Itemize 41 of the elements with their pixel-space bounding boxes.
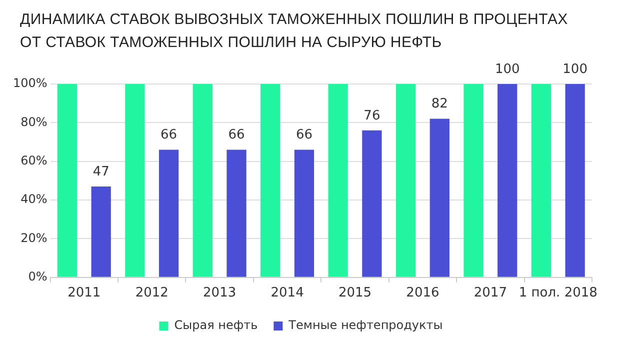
x-tick-label: 2011 bbox=[68, 286, 101, 301]
data-label: 47 bbox=[92, 164, 110, 180]
bar bbox=[430, 118, 450, 277]
x-tick-label: 2015 bbox=[338, 286, 372, 301]
bar bbox=[192, 84, 212, 277]
y-tick-label: 40% bbox=[20, 192, 48, 206]
y-tick-label: 80% bbox=[20, 114, 48, 129]
bar bbox=[328, 84, 348, 277]
bar bbox=[57, 84, 78, 277]
bar bbox=[464, 84, 484, 277]
bar bbox=[294, 150, 314, 277]
data-label: 100 bbox=[562, 62, 588, 77]
bar bbox=[396, 84, 416, 277]
x-tick-label: 1 пол. 2018 bbox=[518, 286, 598, 301]
bar bbox=[260, 84, 280, 277]
bar bbox=[531, 84, 552, 277]
chart-title: ДИНАМИКА СТАВОК ВЫВОЗНЫХ ТАМОЖЕННЫХ ПОШЛИН В ПРОЦЕНТАХ ОТ СТАВОК ТАМОЖЕННЫХ ПОШЛИН НА СЫРУЮ НЕФТЬ bbox=[20, 10, 569, 53]
bar bbox=[125, 84, 145, 277]
bar bbox=[362, 130, 382, 277]
bar bbox=[565, 84, 585, 277]
y-tick-label: 20% bbox=[20, 230, 48, 245]
x-tick-label: 2012 bbox=[135, 286, 168, 301]
x-tick-label: 2017 bbox=[474, 286, 507, 301]
y-tick-label: 0% bbox=[28, 270, 48, 284]
x-tick-label: 2013 bbox=[203, 286, 236, 301]
legend-label: Темные нефтепродукты bbox=[288, 318, 443, 332]
bar bbox=[91, 186, 111, 277]
bar bbox=[226, 150, 246, 277]
y-tick-label: 100% bbox=[12, 76, 48, 90]
data-label: 66 bbox=[296, 128, 312, 143]
x-tick-label: 2016 bbox=[406, 286, 440, 301]
bar bbox=[498, 84, 518, 277]
data-label: 82 bbox=[431, 96, 448, 112]
y-tick-label: 60% bbox=[20, 153, 48, 168]
legend-label: Сырая нефть bbox=[174, 318, 258, 332]
data-label: 100 bbox=[494, 62, 520, 77]
data-label: 76 bbox=[364, 108, 380, 124]
x-tick-label: 2014 bbox=[270, 286, 304, 301]
data-label: 66 bbox=[228, 128, 245, 143]
bar bbox=[158, 150, 179, 277]
data-label: 66 bbox=[160, 128, 178, 143]
